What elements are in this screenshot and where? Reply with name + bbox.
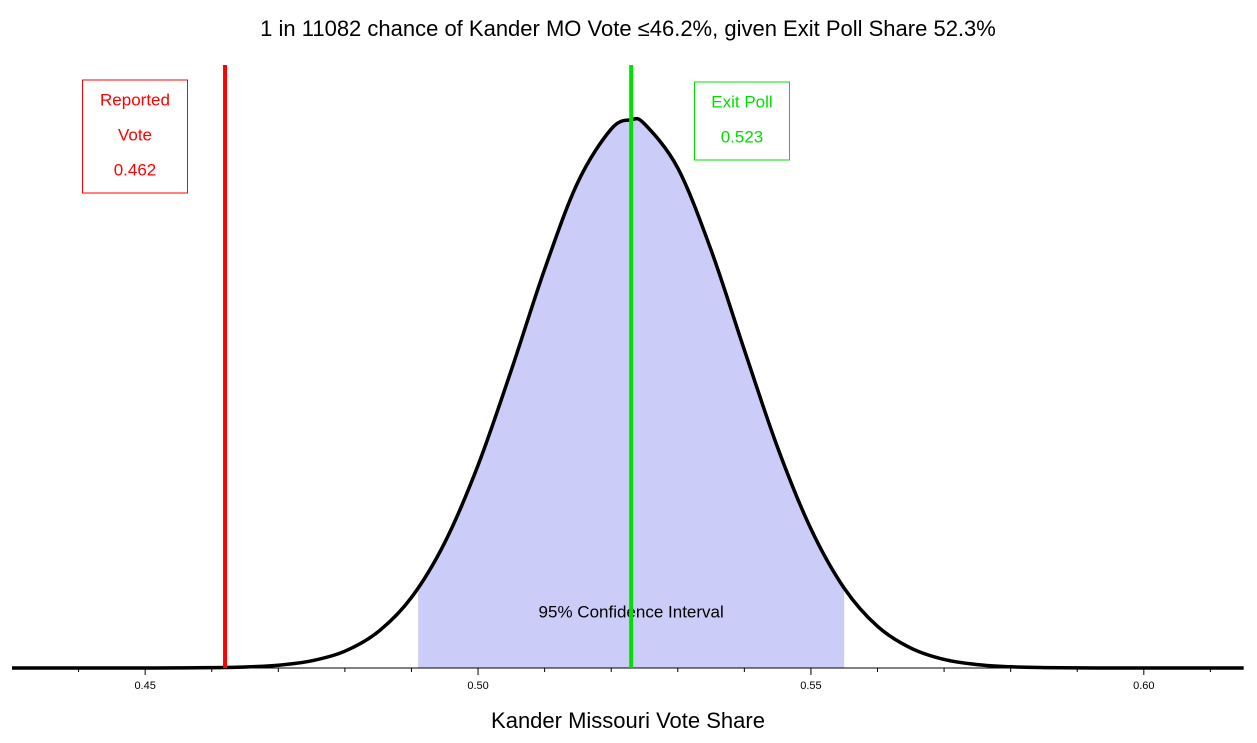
marker-value: 0.462	[114, 160, 157, 179]
marker-label: Exit Poll	[711, 92, 772, 111]
x-tick-label: 0.50	[467, 680, 488, 692]
x-tick-label: 0.45	[134, 680, 155, 692]
marker-label: Reported	[100, 90, 170, 109]
chart-title: 1 in 11082 chance of Kander MO Vote ≤46.…	[260, 16, 996, 41]
ci-area	[418, 118, 845, 668]
x-axis-label: Kander Missouri Vote Share	[491, 708, 765, 733]
marker-label: Vote	[118, 125, 152, 144]
marker-box	[82, 79, 188, 194]
x-tick-label: 0.55	[800, 680, 821, 692]
marker-box	[694, 81, 790, 161]
x-tick-label: 0.60	[1133, 680, 1154, 692]
marker-value: 0.523	[721, 127, 764, 146]
